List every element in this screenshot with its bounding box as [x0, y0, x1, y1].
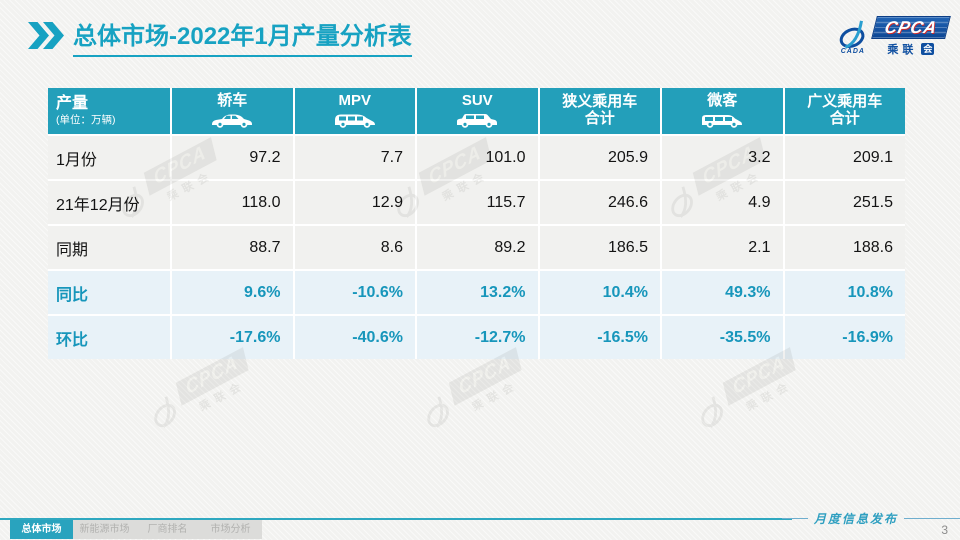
table-cell: 101.0: [417, 136, 538, 179]
row-label: 环比: [48, 316, 170, 359]
tab-market-analysis[interactable]: 市场分析: [199, 520, 262, 539]
footer-note: 月度信息发布: [782, 512, 960, 526]
cpca-logo: CADA CPCA 乘联 会: [835, 16, 951, 57]
double-chevron-icon: [28, 22, 64, 49]
section-tabs: 总体市场 新能源市场 厂商排名 市场分析: [10, 520, 262, 539]
table-cell: -35.5%: [662, 316, 783, 359]
table-cell: 4.9: [662, 181, 783, 224]
table-cell: -12.7%: [417, 316, 538, 359]
logo-sub-label: CADA: [840, 48, 865, 55]
unit-label: (单位：万辆): [56, 114, 116, 127]
table-cell: 12.9: [294, 181, 415, 224]
header-cell-narrow-pv-total: 狭义乘用车 合计: [539, 88, 660, 134]
table-cell: 13.2%: [417, 271, 538, 314]
table-cell: 97.2: [172, 136, 293, 179]
cada-swirl-icon: [839, 20, 865, 49]
table-cell: 10.8%: [784, 271, 905, 314]
table-cell: 188.6: [784, 226, 905, 269]
header-cell-mpv: MPV: [294, 88, 415, 134]
row-label: 21年12月份: [48, 181, 170, 224]
title-row: 总体市场-2022年1月产量分析表: [28, 22, 412, 57]
table-cell: -16.5%: [539, 316, 660, 359]
microvan-icon: [702, 114, 743, 128]
table-cell: -16.9%: [784, 316, 905, 359]
table-cell: 246.6: [539, 181, 660, 224]
table-cell: 118.0: [172, 181, 293, 224]
table-cell: 2.1: [662, 226, 783, 269]
cada-swirl-icon: [154, 395, 176, 428]
sedan-car-icon: [212, 114, 253, 128]
header-cell-sedan: 轿车: [172, 88, 293, 134]
table-cell: 209.1: [784, 136, 905, 179]
table-cell: 8.6: [294, 226, 415, 269]
header-cell-microvan: 微客: [662, 88, 783, 134]
table-cell: 9.6%: [172, 271, 293, 314]
tab-nev-market[interactable]: 新能源市场: [73, 520, 136, 539]
mpv-car-icon: [334, 114, 375, 128]
table-cell: 10.4%: [539, 271, 660, 314]
header-cell-suv: SUV: [417, 88, 538, 134]
table-cell: 251.5: [784, 181, 905, 224]
table-cell: 49.3%: [662, 271, 783, 314]
suv-car-icon: [457, 113, 498, 128]
title-rest: -2022年1月产量分析表: [169, 23, 412, 50]
table-cell: 7.7: [294, 136, 415, 179]
table-cell: -40.6%: [294, 316, 415, 359]
footer-divider: [0, 518, 792, 520]
table-cell: 115.7: [417, 181, 538, 224]
table-cell: 89.2: [417, 226, 538, 269]
cada-swirl-icon: [701, 395, 723, 428]
tab-overall-market[interactable]: 总体市场: [10, 520, 73, 539]
production-table: 产量 (单位：万辆) 轿车 MPV S: [48, 88, 905, 359]
header-cell-production: 产量 (单位：万辆): [48, 88, 170, 134]
table-cell: -10.6%: [294, 271, 415, 314]
title-primary: 总体市场: [73, 23, 169, 50]
page-title: 总体市场-2022年1月产量分析表: [73, 22, 412, 57]
tab-manufacturer-ranking[interactable]: 厂商排名: [136, 520, 199, 539]
header-cell-broad-pv-total: 广义乘用车 合计: [784, 88, 905, 134]
cada-swirl-icon: [427, 395, 449, 428]
table-cell: 205.9: [539, 136, 660, 179]
row-label: 同比: [48, 271, 170, 314]
table-cell: 88.7: [172, 226, 293, 269]
logo-org-name: 乘联 会: [887, 43, 935, 56]
logo-acronym: CPCA: [870, 16, 951, 39]
row-label: 1月份: [48, 136, 170, 179]
footer-note-text: 月度信息发布: [814, 512, 899, 526]
table-cell: 3.2: [662, 136, 783, 179]
page-number: 3: [941, 523, 948, 537]
table-cell: 186.5: [539, 226, 660, 269]
table-cell: -17.6%: [172, 316, 293, 359]
row-label: 同期: [48, 226, 170, 269]
